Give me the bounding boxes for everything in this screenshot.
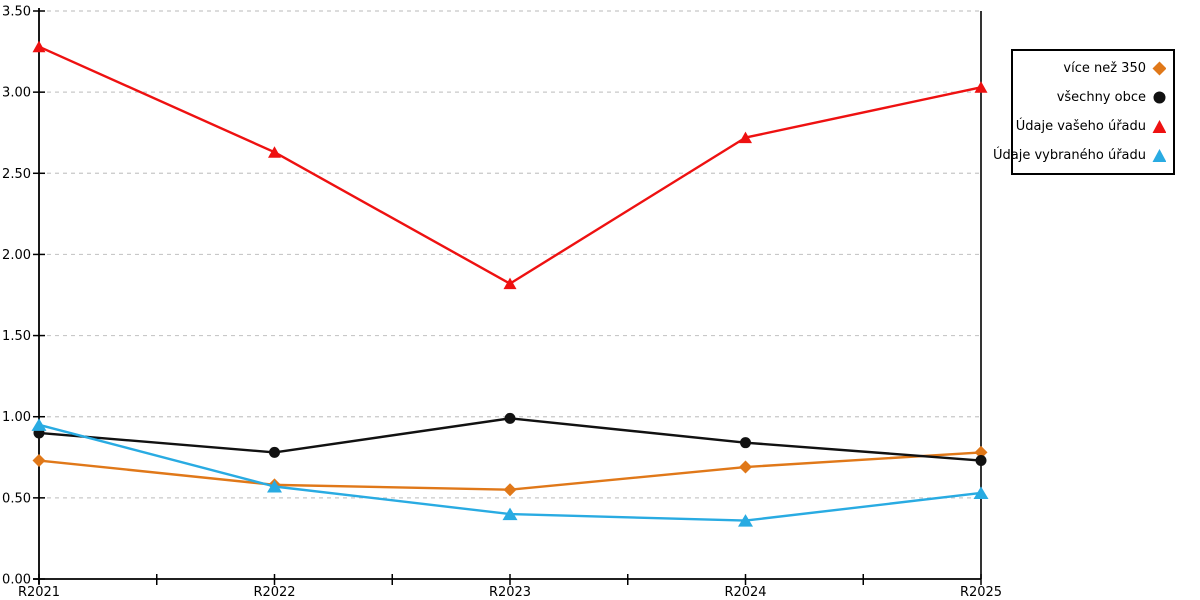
diamond-icon bbox=[1152, 61, 1166, 76]
series-line-3 bbox=[37, 423, 983, 522]
y-tick-label: 0.00 bbox=[2, 573, 31, 588]
circle-marker bbox=[269, 446, 280, 458]
x-tick-label: R2022 bbox=[253, 585, 295, 600]
legend: více než 350 všechny obce Údaje vašeho ú… bbox=[993, 49, 1175, 175]
legend-item: všechny obce bbox=[1013, 83, 1173, 112]
diamond-marker bbox=[974, 445, 988, 459]
x-tick-label: R2023 bbox=[489, 585, 531, 600]
triangle-marker bbox=[31, 418, 47, 431]
triangle-marker bbox=[32, 40, 46, 53]
legend-item: Údaje vybraného úřadu bbox=[993, 141, 1173, 170]
y-tick-label: 3.50 bbox=[2, 5, 31, 20]
legend-label: Údaje vybraného úřadu bbox=[992, 148, 1146, 163]
series-line-2 bbox=[37, 45, 983, 285]
circle-icon bbox=[1152, 91, 1166, 105]
x-tick-label: R2024 bbox=[724, 585, 766, 600]
y-tick-label: 3.00 bbox=[2, 86, 31, 101]
y-tick-label: 1.50 bbox=[2, 329, 31, 344]
triangle-marker bbox=[268, 146, 281, 158]
circle-marker bbox=[504, 412, 516, 424]
diamond-marker bbox=[739, 460, 752, 474]
triangle-icon bbox=[1152, 120, 1166, 134]
legend-label: více než 350 bbox=[1063, 61, 1146, 76]
x-tick-label: R2021 bbox=[18, 585, 60, 600]
triangle-marker bbox=[973, 486, 989, 499]
triangle-marker bbox=[267, 479, 282, 493]
triangle-marker bbox=[738, 514, 753, 527]
y-tick-label: 2.50 bbox=[2, 167, 31, 182]
triangle-marker bbox=[503, 277, 517, 290]
triangle-marker bbox=[974, 81, 988, 93]
triangle-marker bbox=[502, 507, 518, 521]
legend-label: Údaje vašeho úřadu bbox=[1015, 119, 1146, 134]
legend-item: Údaje vašeho úřadu bbox=[1013, 112, 1173, 141]
triangle-icon bbox=[1152, 149, 1166, 163]
circle-marker bbox=[975, 455, 987, 467]
x-tick-label: R2025 bbox=[960, 585, 1002, 600]
y-tick-label: 1.00 bbox=[2, 410, 31, 425]
legend-label: všechny obce bbox=[1056, 90, 1146, 105]
y-tick-label: 0.50 bbox=[2, 491, 31, 506]
y-tick-label: 2.00 bbox=[2, 248, 31, 263]
circle-marker bbox=[740, 437, 751, 449]
series-line-1 bbox=[37, 417, 983, 462]
legend-item: více než 350 bbox=[1013, 54, 1173, 83]
diamond-marker bbox=[503, 483, 517, 497]
diamond-marker bbox=[32, 454, 46, 468]
triangle-marker bbox=[739, 131, 752, 144]
